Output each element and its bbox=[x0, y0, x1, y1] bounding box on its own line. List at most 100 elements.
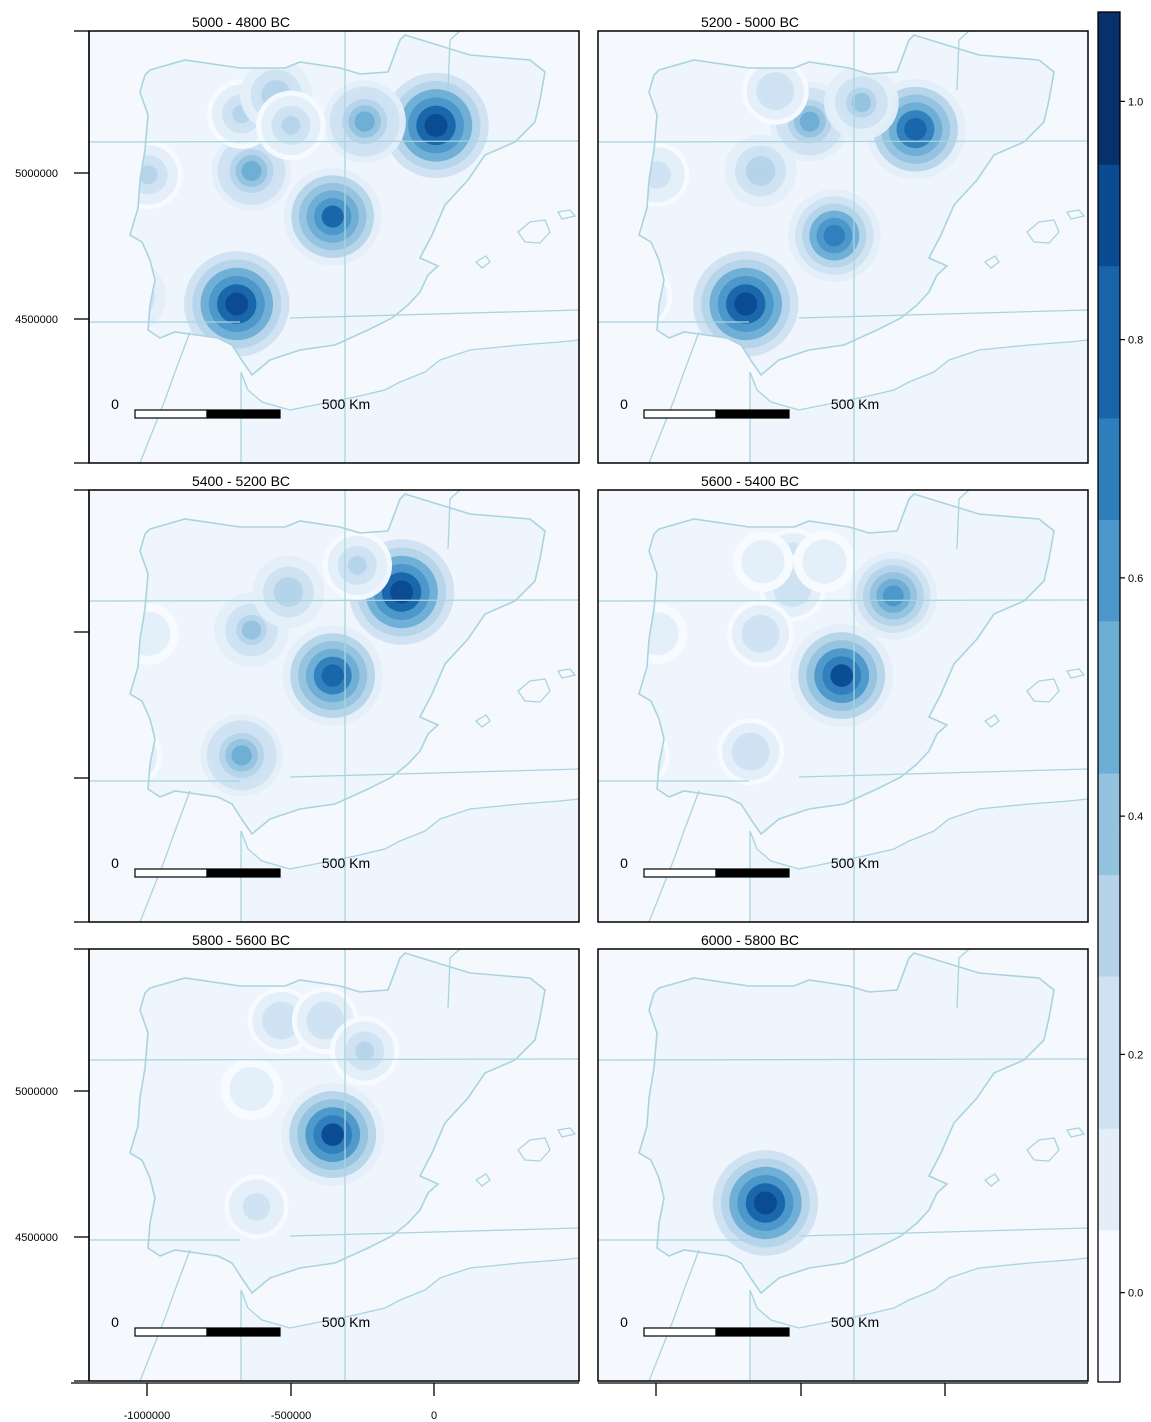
panel-title: 5000 - 4800 BC bbox=[192, 14, 290, 30]
density-hotspot bbox=[291, 987, 359, 1055]
density-layer bbox=[639, 57, 966, 357]
density-hotspot bbox=[224, 1174, 289, 1239]
map-panel-1: 5000 - 4800 BC 0 500 Km bbox=[57, 14, 580, 464]
colorbar-band bbox=[1098, 367, 1120, 419]
colorbar-tick-label: 0.2 bbox=[1128, 1049, 1143, 1061]
scale-bar: 0 500 Km bbox=[620, 396, 879, 419]
scale-bar-start-label: 0 bbox=[620, 396, 628, 412]
scale-bar-end-label: 500 Km bbox=[831, 1314, 879, 1330]
colorbar-band bbox=[1098, 62, 1120, 114]
colorbar-band bbox=[1098, 874, 1120, 926]
density-hotspot bbox=[323, 80, 406, 163]
colorbar-band bbox=[1098, 1026, 1120, 1079]
density-hotspot bbox=[283, 167, 382, 266]
map-panel-4: 5600 - 5400 BC 0 500 Km bbox=[597, 473, 1089, 923]
graticule bbox=[89, 31, 579, 463]
colorbar-tick-label: 1.0 bbox=[1128, 96, 1143, 108]
colorbar-band bbox=[1098, 570, 1120, 622]
y-tick-label: 5000000 bbox=[15, 168, 58, 180]
colorbar: 0.0 0.2 0.4 0.6 0.8 1.0 bbox=[1097, 11, 1143, 1383]
scale-bar-start-label: 0 bbox=[111, 1314, 119, 1330]
north-arrow-icon bbox=[57, 346, 80, 402]
scale-bar-start-label: 0 bbox=[620, 855, 628, 871]
colorbar-band bbox=[1098, 265, 1120, 317]
axes: 5000000 4500000 5000000 4500000 -1000000 -500… bbox=[15, 30, 1088, 1422]
density-hotspot bbox=[322, 530, 393, 601]
panel-title: 5600 - 5400 BC bbox=[701, 473, 799, 489]
density-layer bbox=[712, 1150, 819, 1256]
colorbar-tick-label: 0.0 bbox=[1128, 1288, 1143, 1300]
y-tick-label: 4500000 bbox=[15, 1232, 58, 1244]
colorbar-band bbox=[1098, 417, 1120, 470]
density-hotspot bbox=[787, 189, 881, 282]
scale-bar-start-label: 0 bbox=[111, 396, 119, 412]
density-hotspot bbox=[282, 625, 383, 726]
colorbar-band bbox=[1098, 823, 1120, 876]
scale-bar-end-label: 500 Km bbox=[831, 855, 879, 871]
colorbar-band bbox=[1098, 1280, 1120, 1332]
density-hotspot bbox=[724, 134, 797, 208]
colorbar-band bbox=[1098, 1128, 1120, 1180]
scale-bar: 0 500 Km bbox=[620, 1314, 879, 1337]
graticule bbox=[598, 490, 1088, 922]
panel-title: 5200 - 5000 BC bbox=[701, 14, 799, 30]
scale-bar-end-label: 500 Km bbox=[322, 1314, 370, 1330]
panel-frame bbox=[597, 489, 1089, 923]
north-arrow-icon bbox=[57, 805, 80, 861]
scale-bar-end-label: 500 Km bbox=[831, 396, 879, 412]
map-panel-2: 5200 - 5000 BC 0 500 Km bbox=[597, 14, 1089, 464]
x-tick-label: -1000000 bbox=[124, 1410, 171, 1422]
north-arrow-icon bbox=[57, 1264, 80, 1320]
scale-bar: 0 500 Km bbox=[111, 396, 370, 419]
x-tick-label: -500000 bbox=[271, 1410, 311, 1422]
colorbar-band bbox=[1098, 164, 1120, 216]
graticule bbox=[598, 31, 1088, 463]
density-hotspot bbox=[717, 718, 785, 786]
panel-frame bbox=[597, 30, 1089, 464]
panel-title: 6000 - 5800 BC bbox=[701, 932, 799, 948]
colorbar-tick-label: 0.8 bbox=[1128, 335, 1143, 347]
colorbar-band bbox=[1098, 925, 1120, 977]
colorbar-band bbox=[1098, 1331, 1120, 1383]
colorbar-band bbox=[1098, 1179, 1120, 1231]
colorbar-band bbox=[1098, 1077, 1120, 1129]
colorbar-tick-label: 0.4 bbox=[1128, 811, 1143, 823]
scale-bar: 0 500 Km bbox=[620, 855, 879, 878]
density-hotspot bbox=[220, 1058, 283, 1120]
colorbar-band bbox=[1098, 1229, 1120, 1282]
density-layer bbox=[220, 987, 400, 1239]
density-hotspot bbox=[790, 624, 894, 728]
scale-bar-end-label: 500 Km bbox=[322, 855, 370, 871]
y-tick-label: 4500000 bbox=[15, 314, 58, 326]
scale-bar-start-label: 0 bbox=[620, 1314, 628, 1330]
density-hotspot bbox=[211, 131, 292, 211]
colorbar-tick-label: 0.6 bbox=[1128, 573, 1143, 585]
density-hotspot bbox=[824, 65, 899, 140]
panel-title: 5400 - 5200 BC bbox=[192, 473, 290, 489]
map-panel-3: 5400 - 5200 BC 0 500 Km bbox=[57, 473, 580, 923]
density-hotspot bbox=[383, 72, 489, 179]
colorbar-band bbox=[1098, 12, 1120, 64]
colorbar-band bbox=[1098, 620, 1120, 673]
density-hotspot bbox=[281, 1083, 385, 1187]
scale-bar: 0 500 Km bbox=[111, 855, 370, 878]
panel-title: 5800 - 5600 BC bbox=[192, 932, 290, 948]
density-hotspot bbox=[256, 90, 326, 161]
density-hotspot bbox=[741, 57, 809, 125]
colorbar-band bbox=[1098, 519, 1120, 571]
density-hotspot bbox=[712, 1150, 819, 1256]
graticule bbox=[89, 490, 579, 922]
colorbar-band bbox=[1098, 722, 1120, 774]
colorbar-band bbox=[1098, 468, 1120, 520]
density-hotspot bbox=[200, 714, 283, 797]
colorbar-band bbox=[1098, 671, 1120, 723]
density-hotspot bbox=[329, 1016, 400, 1086]
graticule bbox=[89, 949, 579, 1381]
map-panel-5: 5800 - 5600 BC 0 500 Km bbox=[57, 932, 580, 1382]
map-panel-6: 6000 - 5800 BC 0 500 Km bbox=[597, 932, 1089, 1382]
colorbar-band bbox=[1098, 976, 1120, 1028]
colorbar-band bbox=[1098, 113, 1120, 165]
scale-bar-end-label: 500 Km bbox=[322, 396, 370, 412]
density-hotspot bbox=[793, 530, 856, 593]
